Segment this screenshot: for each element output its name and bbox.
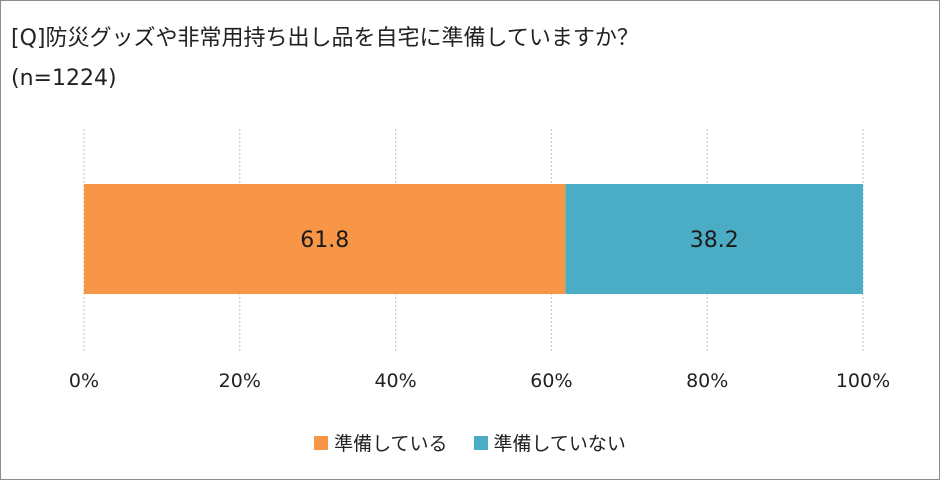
- x-tick-label-3: 60%: [530, 370, 572, 392]
- legend-label-0: 準備している: [334, 433, 448, 455]
- chart-title: [Q]防災グッズや非常用持ち出し品を自宅に準備していますか？ (n=1224): [11, 19, 639, 99]
- x-tick-label-2: 40%: [374, 370, 416, 392]
- legend-swatch-1: [473, 435, 488, 450]
- stacked-bar-plot: 61.8 38.2 0% 20% 40% 60% 80% 100%: [69, 129, 890, 392]
- data-label-0: 61.8: [300, 228, 349, 253]
- chart-title-text: [Q]防災グッズや非常用持ち出し品を自宅に準備していますか？: [11, 26, 639, 51]
- x-tick-label-5: 100%: [836, 370, 890, 392]
- x-tick-label-1: 20%: [219, 370, 261, 392]
- legend-label-1: 準備していない: [493, 433, 626, 455]
- data-label-1: 38.2: [690, 228, 739, 253]
- x-tick-label-0: 0%: [69, 370, 99, 392]
- bar-segment-0: [84, 184, 566, 294]
- legend-item-0: 準備している: [314, 429, 448, 456]
- x-tick-label-4: 80%: [686, 370, 728, 392]
- legend-swatch-0: [314, 435, 329, 450]
- chart-subtitle: (n=1224): [11, 66, 117, 91]
- bar-segment-1: [565, 184, 863, 294]
- chart-legend: 準備している 準備していない: [1, 429, 939, 456]
- legend-item-1: 準備していない: [473, 429, 626, 456]
